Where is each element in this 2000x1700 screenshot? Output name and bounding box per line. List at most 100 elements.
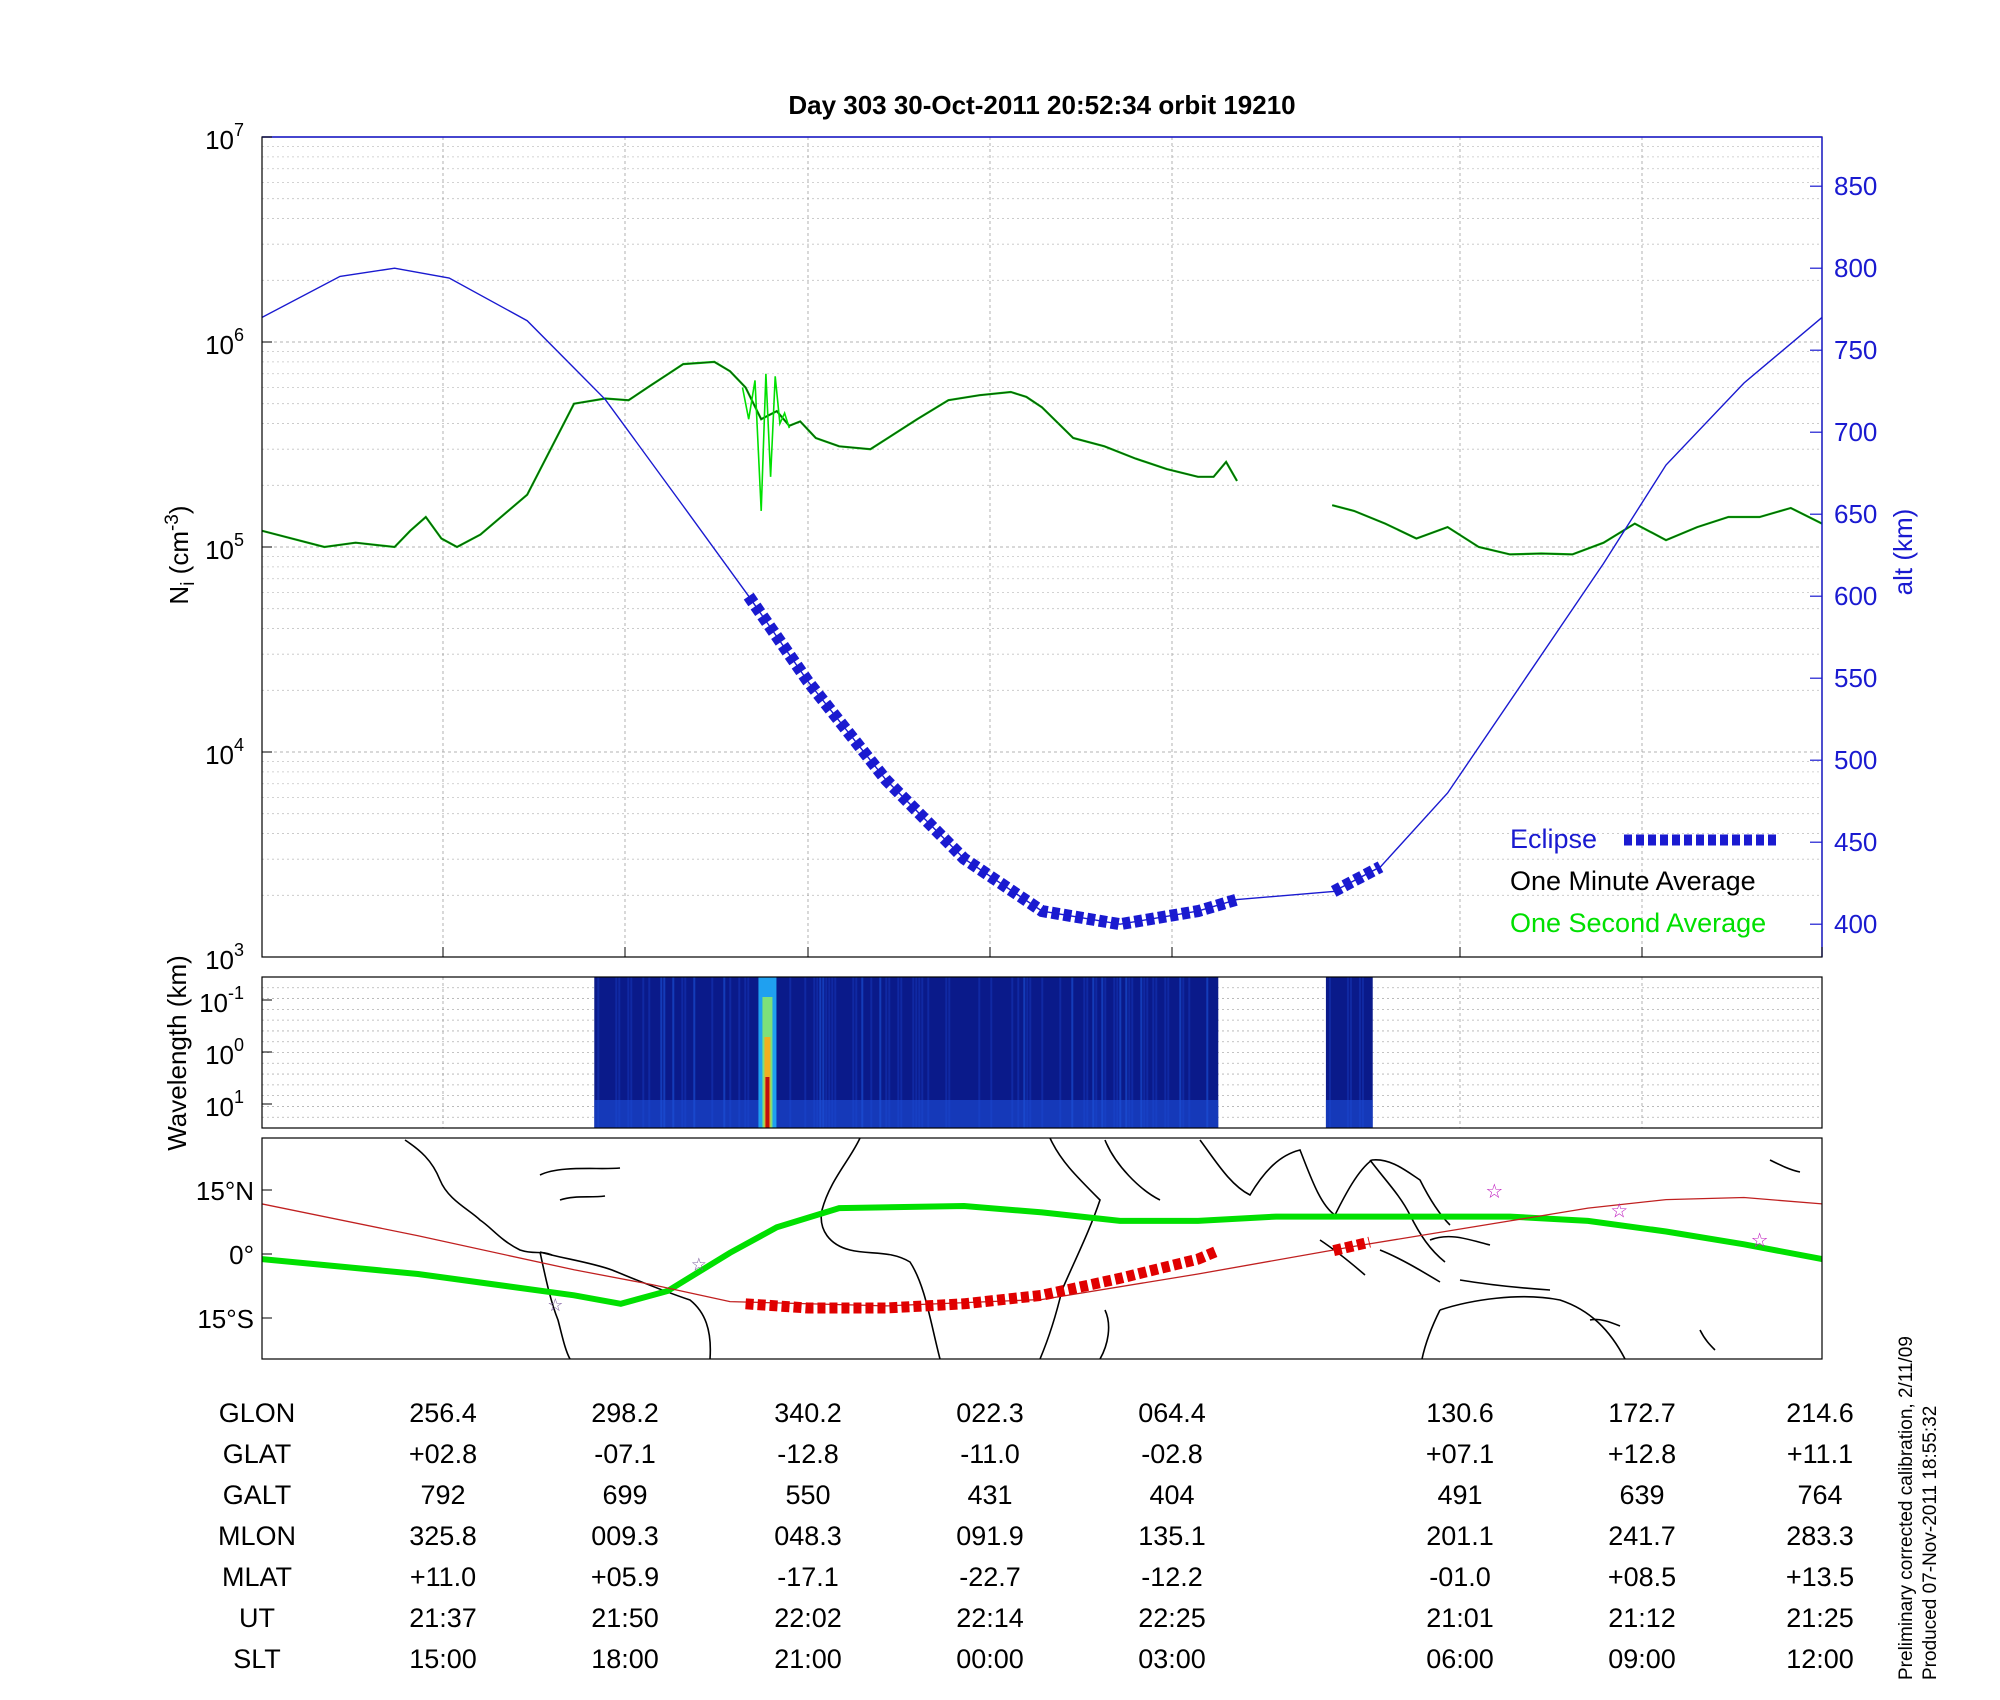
spectrogram-hotspot-red: [765, 1077, 770, 1128]
table-cell: -22.7: [959, 1562, 1021, 1592]
density-panel: 103 104 105 106 107 400 450 500 550 600 650 700 750…: [162, 120, 1918, 975]
spectrogram-streak: [627, 977, 630, 1128]
coastline-madagascar: [1099, 1309, 1110, 1359]
coastline-africa: [820, 1138, 1101, 1359]
table-cell: 064.4: [1138, 1398, 1206, 1428]
table-cell: 022.3: [956, 1398, 1024, 1428]
table-cell: 22:02: [774, 1603, 842, 1633]
density-y-tick-label: 103: [205, 940, 244, 975]
table-cell: 09:00: [1608, 1644, 1676, 1674]
spectrogram-streak: [945, 977, 948, 1128]
spectrogram-streak: [870, 977, 873, 1128]
table-cell: 009.3: [591, 1521, 659, 1551]
table-cell: 00:00: [956, 1644, 1024, 1674]
table-cell: 22:25: [1138, 1603, 1206, 1633]
spectrogram-streak: [879, 977, 882, 1128]
spectrogram-streak: [693, 977, 696, 1128]
spectrogram-streak: [1328, 977, 1331, 1128]
spectrogram-streak: [1086, 977, 1089, 1128]
spectrogram-streak: [948, 977, 951, 1128]
map-y-tick-label: 15°N: [196, 1176, 254, 1206]
spectrogram-streak: [738, 977, 741, 1128]
spectrogram-streak: [660, 977, 663, 1128]
altitude-axis-label: alt (km): [1888, 509, 1918, 596]
spectrogram-streak: [921, 977, 924, 1128]
density-y-tick-label: 107: [205, 120, 244, 155]
spectrogram-streak: [1143, 977, 1146, 1128]
spectrogram-streak: [747, 977, 750, 1128]
table-cell: 431: [967, 1480, 1012, 1510]
one-second-average-series: [741, 373, 791, 511]
spectrogram-streak: [663, 977, 666, 1128]
spectrogram-streak: [789, 977, 792, 1128]
coastline-central-america: [404, 1139, 553, 1256]
spectrogram-streak: [828, 977, 831, 1128]
spectrogram-streak: [1026, 977, 1029, 1128]
coastline-indonesia: [1429, 1235, 1551, 1291]
table-cell: +07.1: [1426, 1439, 1494, 1469]
table-cell: 241.7: [1608, 1521, 1676, 1551]
spectrogram-streak: [648, 977, 651, 1128]
spectrogram-streak: [711, 977, 714, 1128]
table-cell: 21:50: [591, 1603, 659, 1633]
spectrogram-streak: [1023, 977, 1026, 1128]
spectrogram-streak: [615, 977, 618, 1128]
altitude-y-tick-label: 700: [1834, 417, 1877, 447]
legend-eclipse-label: Eclipse: [1510, 824, 1597, 854]
map-y-ticks: 15°N 0° 15°S: [196, 1176, 272, 1334]
table-row-label: GALT: [223, 1480, 292, 1510]
spectrogram-streak: [1092, 977, 1095, 1128]
spectrogram-lowband: [594, 1100, 1219, 1128]
table-cell: 21:00: [774, 1644, 842, 1674]
coastline-australia: [1421, 1295, 1626, 1359]
map-y-tick-label: 0°: [229, 1240, 254, 1270]
density-y-tick-label: 104: [205, 735, 244, 770]
table-cell: 404: [1149, 1480, 1194, 1510]
spectrogram-streak: [744, 977, 747, 1128]
table-cell: 12:00: [1786, 1644, 1854, 1674]
legend: Eclipse One Minute Average One Second Av…: [1510, 824, 1776, 938]
spectrogram-streak: [813, 977, 816, 1128]
spectrogram-streak: [831, 977, 834, 1128]
spectrogram-streak: [888, 977, 891, 1128]
table-cell: 283.3: [1786, 1521, 1854, 1551]
legend-minute-label: One Minute Average: [1510, 866, 1756, 896]
table-cell: +11.1: [1787, 1439, 1853, 1469]
spectrogram-streak: [1017, 977, 1020, 1128]
altitude-y-tick-label: 650: [1834, 499, 1877, 529]
footer-produced-date: Produced 07-Nov-2011 18:55:32: [1920, 1406, 1941, 1680]
spectrogram-streak: [912, 977, 915, 1128]
table-cell: +13.5: [1786, 1562, 1854, 1592]
spectrogram-streak: [1125, 977, 1128, 1128]
table-cell: -01.0: [1429, 1562, 1491, 1592]
spectrogram-streak: [918, 977, 921, 1128]
spectrogram-streak: [1104, 977, 1107, 1128]
table-cell: 172.7: [1608, 1398, 1676, 1428]
table-cell: 130.6: [1426, 1398, 1494, 1428]
map-panel: ☆ ☆ ☆ ☆ ☆ 15°N 0° 15°S: [196, 1137, 1823, 1360]
ephemeris-table: GLON 256.4 298.2 340.2 022.3 064.4 130.6 172.7 2…: [218, 1398, 1854, 1674]
spectrogram-streak: [1346, 977, 1349, 1128]
spectrogram-streak: [1140, 977, 1143, 1128]
spectrogram-streak: [1361, 977, 1364, 1128]
spectrogram-streak: [723, 977, 726, 1128]
wavelength-panel: 10-1 100 101 Wavelength (km): [162, 955, 1823, 1151]
cross-marker: ☆: [691, 1254, 707, 1275]
table-cell: 639: [1619, 1480, 1664, 1510]
spectrogram-streak: [990, 977, 993, 1128]
table-cell: 06:00: [1426, 1644, 1494, 1674]
wavelength-y-tick-label: 10-1: [199, 983, 244, 1018]
cross-marker: ☆: [547, 1295, 563, 1316]
wavelength-y-tick-label: 100: [205, 1035, 244, 1070]
table-cell: 699: [602, 1480, 647, 1510]
spectrogram-streak: [672, 977, 675, 1128]
spectrogram-streak: [729, 977, 732, 1128]
density-y-tick-label: 106: [205, 325, 244, 360]
eclipse-track: [745, 1245, 1221, 1314]
spectrogram-streak: [1358, 977, 1361, 1128]
table-cell: 792: [420, 1480, 465, 1510]
table-cell: 214.6: [1786, 1398, 1854, 1428]
eclipse-series: [1330, 861, 1384, 897]
spectrogram-streak: [819, 977, 822, 1128]
table-cell: 21:37: [409, 1603, 477, 1633]
